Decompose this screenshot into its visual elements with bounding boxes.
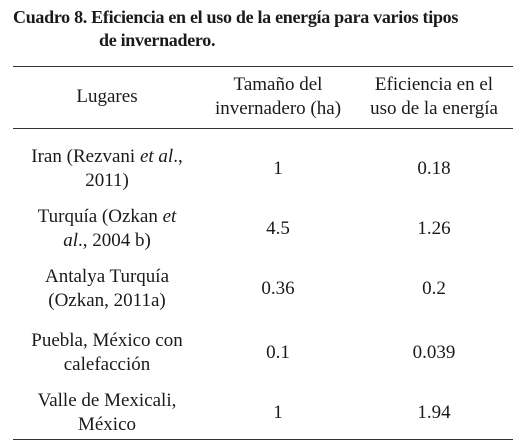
cell-place: Iran (Rezvani et al., 2011)	[31, 146, 183, 191]
table-row: Antalya Turquía (Ozkan, 2011a) 0.36 0.2	[13, 262, 513, 316]
cell-size: 0.1	[266, 342, 290, 363]
bottom-rule	[13, 439, 513, 440]
table-header-row: Lugares Tamaño del invernadero (ha) Efic…	[13, 66, 513, 128]
header-rule	[13, 128, 513, 129]
table-row: Valle de Mexicali, México 1 1.94	[13, 386, 513, 440]
table-row: Turquía (Ozkan et al., 2004 b) 4.5 1.26	[13, 202, 513, 256]
cell-place: Valle de Mexicali, México	[37, 390, 177, 435]
cell-size: 4.5	[266, 218, 290, 239]
cell-efficiency: 0.039	[412, 342, 456, 363]
cell-efficiency: 1.26	[417, 218, 451, 239]
header-eficiencia: Eficiencia en el uso de la energía	[370, 74, 498, 119]
table-caption: Cuadro 8. Eficiencia en el uso de la ene…	[13, 6, 513, 52]
table-row: Iran (Rezvani et al., 2011) 1 0.18	[13, 142, 513, 196]
caption-line-2: de invernadero.	[99, 30, 216, 50]
cell-place: Antalya Turquía (Ozkan, 2011a)	[44, 266, 170, 311]
cell-place: Turquía (Ozkan et al., 2004 b)	[37, 206, 177, 251]
cell-efficiency: 1.94	[417, 402, 451, 423]
cell-efficiency: 0.2	[422, 278, 446, 299]
caption-line-1: Cuadro 8. Eficiencia en el uso de la ene…	[13, 7, 459, 27]
table-row: Puebla, México con calefacción 0.1 0.039	[13, 326, 513, 380]
top-rule	[13, 66, 513, 67]
cell-place: Puebla, México con calefacción	[31, 330, 183, 375]
header-tamano: Tamaño del invernadero (ha)	[214, 74, 342, 119]
cell-size: 1	[273, 402, 283, 423]
header-lugares: Lugares	[76, 86, 138, 107]
cell-size: 1	[273, 158, 283, 179]
cell-efficiency: 0.18	[417, 158, 451, 179]
cell-size: 0.36	[261, 278, 295, 299]
